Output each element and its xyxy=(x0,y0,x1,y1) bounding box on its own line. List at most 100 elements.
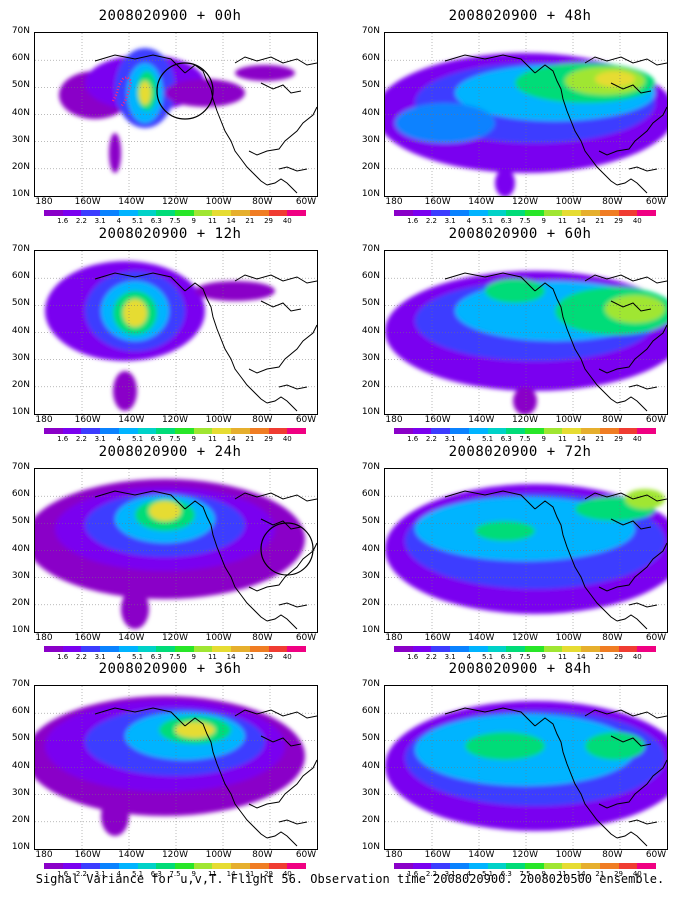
colorbar-swatch xyxy=(193,863,213,869)
map-panel: 2008020900 + 84h 70N 60N 50N 40N 30N 20N 10N 180… xyxy=(350,661,690,878)
longitude-label: 160W xyxy=(424,197,451,207)
coastline xyxy=(266,178,298,194)
coastline xyxy=(628,384,658,390)
longitude-label: 160W xyxy=(424,850,451,860)
longitude-label: 120W xyxy=(161,415,189,425)
longitude-label: 180 xyxy=(385,633,403,643)
latitude-label: 50N xyxy=(11,80,30,91)
longitude-label: 160W xyxy=(424,415,451,425)
longitude-label: 180 xyxy=(385,850,403,860)
colorbar-level-label: 3.1 xyxy=(444,217,456,225)
coastline xyxy=(234,492,317,502)
variance-contour xyxy=(395,103,495,143)
variance-contour xyxy=(195,281,275,301)
colorbar-swatch xyxy=(562,863,582,869)
colorbar-level-label: 40 xyxy=(282,653,292,661)
colorbar-level-label: 5.1 xyxy=(481,653,494,661)
map-panel: 2008020900 + 36h 70N 60N 50N 40N 30N 20N 10N 180… xyxy=(0,661,340,878)
colorbar-level-label: 6.3 xyxy=(500,435,512,443)
variance-contour xyxy=(235,65,295,81)
colorbar-level-label: 1.6 xyxy=(57,217,69,225)
colorbar-level-label: 7.5 xyxy=(519,435,531,443)
coastline xyxy=(234,56,317,66)
colorbar-swatch xyxy=(618,646,638,652)
colorbar-swatch xyxy=(581,428,600,434)
colorbar-level-label: 5.1 xyxy=(481,435,494,443)
longitude-label: 120W xyxy=(161,197,189,207)
colorbar-level-label: 11 xyxy=(207,653,217,661)
colorbar-level-label: 21 xyxy=(245,653,255,661)
latitude-label: 70N xyxy=(361,462,380,472)
longitude-label: 60W xyxy=(295,197,317,207)
colorbar-swatch xyxy=(81,210,101,216)
longitude-label: 140W xyxy=(118,197,145,207)
colorbar-level-label: 5.1 xyxy=(131,217,144,225)
variance-contour xyxy=(123,299,147,327)
colorbar-level-label: 21 xyxy=(595,435,605,443)
longitude-label: 160W xyxy=(74,850,101,860)
longitude-label: 140W xyxy=(468,415,495,425)
colorbar-level-label: 3.1 xyxy=(94,217,106,225)
colorbar-level-label: 7.5 xyxy=(519,653,531,661)
colorbar-swatch xyxy=(100,210,119,216)
colorbar-swatch xyxy=(487,646,507,652)
variance-contour xyxy=(485,279,545,303)
colorbar-swatch xyxy=(268,646,288,652)
colorbar-swatch xyxy=(394,210,413,216)
latitude-label: 40N xyxy=(11,760,30,771)
coastline xyxy=(278,602,308,608)
colorbar-level-label: 6.3 xyxy=(150,217,162,225)
latitude-label: 60N xyxy=(361,271,380,282)
panel-title: 2008020900 + 12h xyxy=(98,226,242,242)
colorbar-level-label: 6.3 xyxy=(150,870,162,878)
latitude-label: 30N xyxy=(11,352,30,363)
colorbar-swatch xyxy=(100,428,119,434)
colorbar-swatch xyxy=(287,428,307,434)
map-panel: 2008020900 + 00h 70N 60N 50N 40N 30N 20N 10N 180… xyxy=(0,8,340,225)
longitude-label: 180 xyxy=(35,197,53,207)
variance-contour xyxy=(121,589,149,629)
colorbar-swatch xyxy=(193,428,213,434)
colorbar-swatch xyxy=(268,863,288,869)
latitude-label: 60N xyxy=(11,53,30,64)
panel-title: 2008020900 + 00h xyxy=(98,8,242,24)
figure-caption: Signal Variance for u,v,T. Flight 56. Ob… xyxy=(35,872,665,886)
coastline xyxy=(584,709,667,719)
latitude-label: 60N xyxy=(11,489,30,500)
colorbar-level-label: 9 xyxy=(541,435,546,443)
colorbar-swatch xyxy=(62,428,82,434)
colorbar-swatch xyxy=(431,210,451,216)
colorbar-swatch xyxy=(487,428,507,434)
target-region-circle xyxy=(156,62,214,120)
coastline xyxy=(260,518,302,530)
colorbar-swatch xyxy=(287,210,307,216)
map-panel: 2008020900 + 72h 70N 60N 50N 40N 30N 20N 10N 180… xyxy=(350,444,690,661)
coastline xyxy=(278,384,308,390)
colorbar-swatch xyxy=(118,210,138,216)
panel-title: 2008020900 + 24h xyxy=(98,444,242,460)
latitude-label: 10N xyxy=(11,407,30,417)
colorbar-level-label: 29 xyxy=(264,217,274,225)
colorbar-level-label: 9 xyxy=(541,870,546,878)
colorbar-level-label: 3.1 xyxy=(94,653,106,661)
colorbar-swatch xyxy=(118,646,138,652)
coastline xyxy=(610,82,652,94)
colorbar-level-label: 40 xyxy=(282,435,292,443)
colorbar-level-label: 14 xyxy=(576,653,586,661)
colorbar-level-label: 11 xyxy=(207,435,217,443)
latitude-label: 70N xyxy=(361,244,380,254)
latitude-label: 20N xyxy=(11,379,30,390)
colorbar-swatch xyxy=(599,428,619,434)
latitude-label: 10N xyxy=(361,625,380,635)
map-plot-area xyxy=(384,685,668,850)
colorbar-level-label: 40 xyxy=(632,870,642,878)
coastline xyxy=(94,490,186,510)
longitude-label: 60W xyxy=(645,197,667,207)
colorbar-level-label: 1.6 xyxy=(407,217,419,225)
colorbar-level-label: 29 xyxy=(264,653,274,661)
latitude-label: 50N xyxy=(11,298,30,309)
longitude-label: 120W xyxy=(161,850,189,860)
longitude-label: 160W xyxy=(424,633,451,643)
colorbar-level-label: 11 xyxy=(207,870,217,878)
latitude-label: 40N xyxy=(11,325,30,336)
